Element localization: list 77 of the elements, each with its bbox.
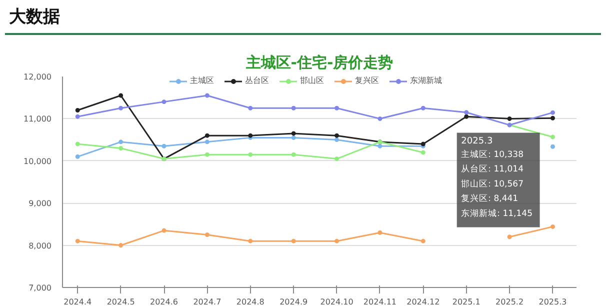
point — [550, 110, 555, 115]
point — [291, 238, 296, 244]
annotation: 从台区: 11,014 — [461, 164, 524, 175]
chart-title: 主城区-住宅-房价走势 — [244, 54, 394, 72]
point — [118, 140, 124, 144]
x-tick-label: 2024.7 — [193, 298, 222, 306]
x-tick-label: 2024.10 — [320, 298, 354, 306]
point — [334, 156, 340, 162]
point — [420, 150, 426, 155]
point — [550, 116, 555, 120]
point — [291, 106, 296, 110]
point — [420, 238, 426, 244]
point — [75, 142, 80, 146]
point — [334, 133, 340, 138]
point — [420, 106, 426, 110]
point — [204, 140, 210, 144]
point — [204, 93, 210, 98]
point — [75, 108, 80, 113]
legend-label: 主城区 — [190, 75, 214, 86]
legend-label: 东湖新城 — [410, 75, 442, 86]
text: 大数据 — [9, 6, 60, 29]
x-tick-label: 2024.12 — [406, 298, 440, 306]
point — [550, 144, 555, 149]
point — [550, 224, 555, 229]
point — [334, 138, 340, 142]
point — [162, 100, 166, 104]
annotation: 东湖新城: 11,145 — [461, 208, 532, 219]
annotation: 邯山区: 10,567 — [461, 178, 524, 190]
x-tick-label: 2024.9 — [280, 298, 308, 306]
y-tick-label: 9,000 — [28, 199, 52, 208]
point — [507, 116, 512, 121]
x-tick-label: 2024.4 — [64, 298, 92, 306]
x-tick-label: 2025.2 — [496, 298, 524, 306]
point — [248, 238, 253, 244]
point — [118, 106, 124, 110]
point — [162, 144, 166, 148]
legend-label: 丛台区 — [245, 75, 269, 86]
point — [204, 232, 210, 237]
legend-label: 复兴区 — [355, 75, 379, 86]
legend-label: 邯山区 — [300, 75, 324, 86]
x-tick-label: 2024.11 — [363, 298, 397, 306]
annotation: 2025.3 — [461, 136, 493, 147]
point — [118, 243, 124, 248]
point — [162, 228, 166, 233]
y-tick-label: 10,000 — [24, 156, 52, 166]
point — [75, 114, 80, 119]
point — [248, 106, 253, 110]
point — [291, 135, 296, 140]
y-tick-label: 8,000 — [28, 241, 52, 250]
point — [378, 230, 382, 235]
point — [507, 234, 512, 240]
x-tick-label: 2025.1 — [452, 298, 480, 306]
point — [464, 110, 469, 115]
y-tick-label: 7,000 — [28, 284, 52, 292]
point — [464, 114, 469, 119]
point — [118, 146, 124, 150]
x-tick-label: 2024.5 — [106, 298, 135, 306]
point — [378, 116, 382, 121]
point — [204, 133, 210, 138]
point — [291, 152, 296, 157]
annotation: 复兴区: 8,441 — [461, 193, 518, 204]
y-tick-label: 12,000 — [24, 72, 52, 82]
x-tick-label: 2024.6 — [150, 298, 178, 306]
y-tick-label: 11,000 — [24, 114, 52, 124]
point — [118, 93, 124, 98]
point — [75, 238, 80, 244]
point — [75, 154, 80, 159]
point — [334, 238, 340, 244]
point — [248, 152, 253, 157]
point — [334, 106, 340, 110]
point — [204, 152, 210, 157]
x-tick-label: 2024.8 — [236, 298, 264, 306]
point — [291, 131, 296, 136]
x-tick-label: 2025.3 — [538, 298, 567, 306]
annotation: 主城区: 10,338 — [461, 148, 524, 160]
point — [550, 134, 555, 140]
point — [378, 144, 382, 148]
